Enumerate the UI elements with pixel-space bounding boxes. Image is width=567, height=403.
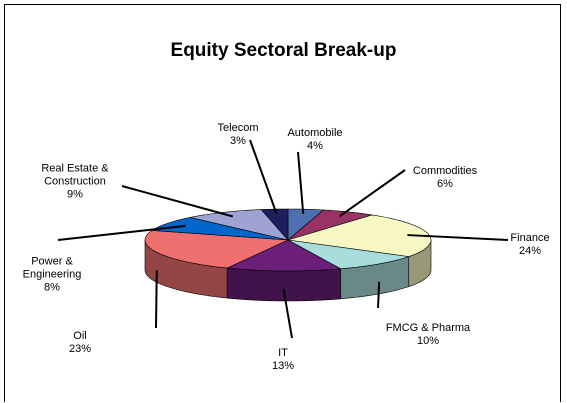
slice xyxy=(144,230,289,269)
value-label: 23% xyxy=(68,343,92,355)
leader-line xyxy=(407,234,509,241)
slice-label: Commodities 6% xyxy=(390,165,500,191)
slice-label: Telecom 3% xyxy=(183,122,293,148)
leader-line xyxy=(282,288,293,339)
category-label: IT xyxy=(278,347,288,359)
slice-label: FMCG & Pharma 10% xyxy=(381,322,476,348)
slice xyxy=(287,214,432,257)
slice xyxy=(287,209,373,241)
value-label: 10% xyxy=(416,335,440,347)
category-label: Finance xyxy=(510,232,550,244)
category-label: Power & Engineering xyxy=(22,255,82,281)
value-label: 8% xyxy=(44,281,60,294)
category-label: Real Estate & Construction xyxy=(41,162,109,188)
slice-label: Real Estate & Construction 9% xyxy=(28,163,123,202)
slice-label: Automobile 4% xyxy=(260,127,370,153)
value-label: 3% xyxy=(230,135,246,147)
category-label: Oil xyxy=(73,330,87,342)
value-label: 13% xyxy=(271,360,295,372)
slice-label: Oil 23% xyxy=(25,330,135,356)
slice-label: Power & Engineering 8% xyxy=(5,256,100,295)
value-label: 6% xyxy=(437,178,453,190)
slice xyxy=(287,239,409,270)
chart-title: Equity Sectoral Break-up xyxy=(170,40,397,61)
leader-line xyxy=(339,169,406,217)
slice-label: Finance 24% xyxy=(475,232,567,258)
slice xyxy=(190,209,289,241)
value-label: 24% xyxy=(518,245,542,257)
leader-line xyxy=(155,270,158,329)
category-label: Telecom xyxy=(217,122,259,134)
leader-line xyxy=(121,185,234,218)
category-label: Commodities xyxy=(412,165,478,177)
slice-label: IT 13% xyxy=(228,347,338,373)
leader-line xyxy=(249,139,278,215)
leader-line xyxy=(57,224,186,241)
value-label: 4% xyxy=(307,140,323,152)
category-label: FMCG & Pharma xyxy=(385,322,471,334)
category-label: Automobile xyxy=(287,127,343,139)
leader-line xyxy=(297,151,305,214)
leader-line xyxy=(377,281,381,309)
slice xyxy=(225,239,342,272)
value-label: 9% xyxy=(67,188,83,201)
chart-frame xyxy=(4,4,561,402)
